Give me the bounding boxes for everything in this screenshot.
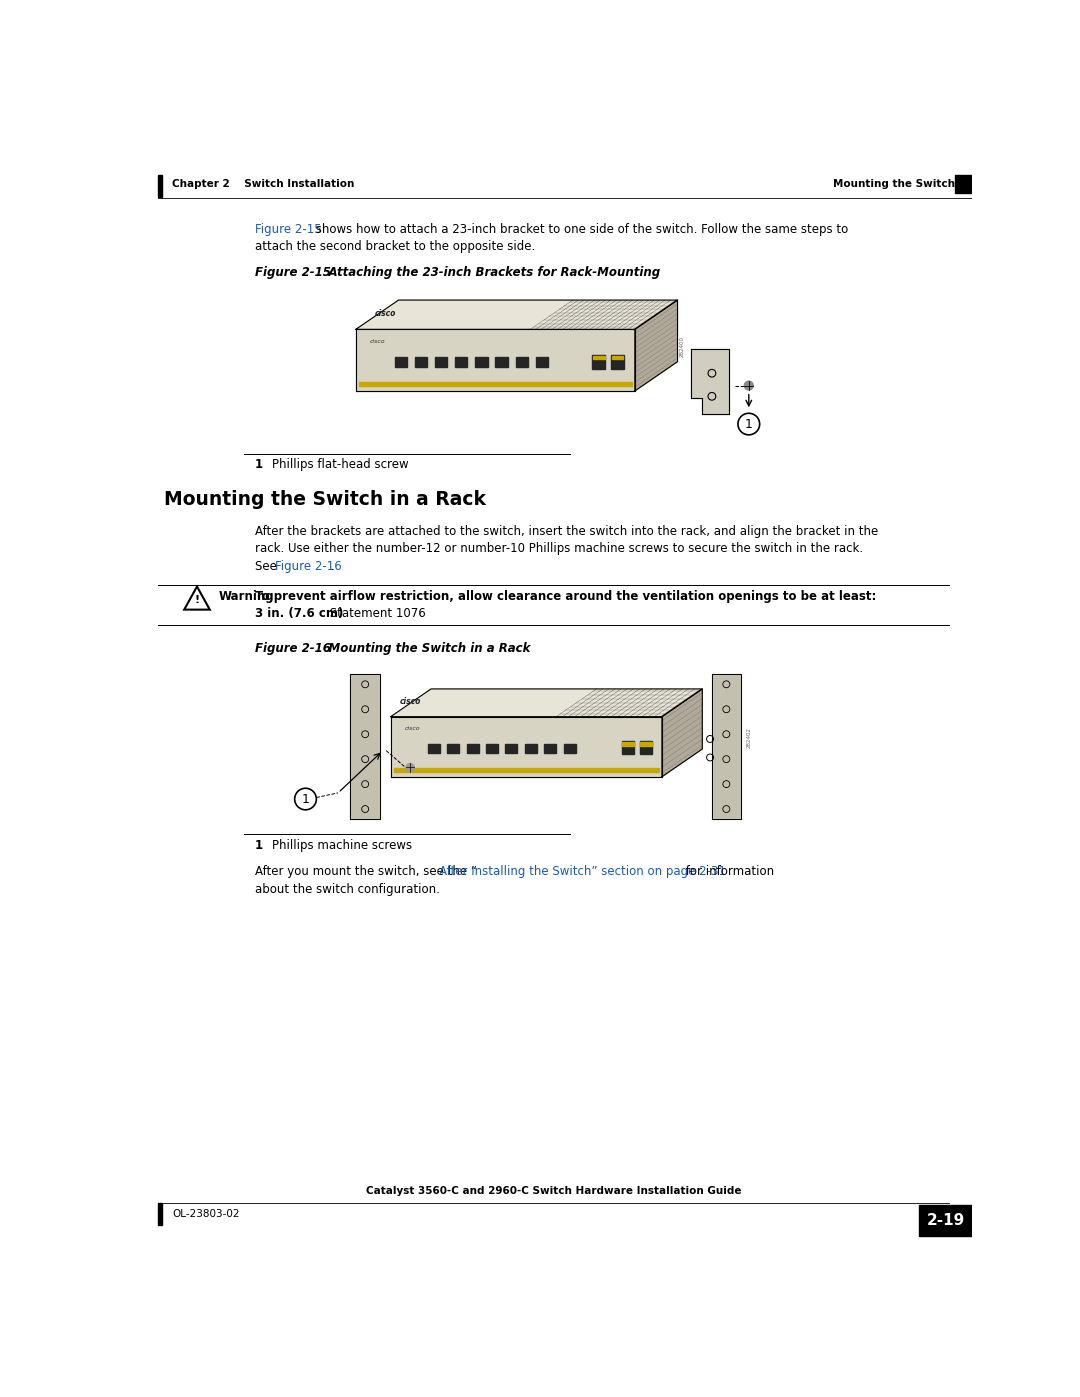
Bar [955,176,972,193]
Bar [159,176,162,197]
Bar [639,742,652,754]
Text: After the brackets are attached to the switch, insert the switch into the rack, : After the brackets are attached to the s… [255,525,878,538]
Text: 1: 1 [255,458,264,471]
Text: Figure 2-16: Figure 2-16 [275,560,342,573]
Text: 3 in. (7.6 cm): 3 in. (7.6 cm) [255,606,343,620]
Bar [359,383,632,387]
Text: for information: for information [681,865,773,879]
Bar [505,743,517,753]
Polygon shape [662,689,702,777]
Bar [394,358,407,367]
Bar [394,768,659,773]
Bar [622,742,634,754]
Text: 1: 1 [255,838,264,852]
Text: .: . [330,560,334,573]
Bar [455,358,468,367]
Text: cisco: cisco [375,309,395,317]
Bar [544,743,556,753]
Bar [515,358,528,367]
Text: After Installing the Switch” section on page 2-31: After Installing the Switch” section on … [438,865,726,879]
Text: Catalyst 3560-C and 2960-C Switch Hardware Installation Guide: Catalyst 3560-C and 2960-C Switch Hardwa… [366,1186,741,1196]
Bar [919,1204,972,1235]
Text: cisco: cisco [400,697,421,705]
Text: Mounting the Switch: Mounting the Switch [833,179,955,189]
Bar [350,675,380,819]
Bar [159,1203,162,1225]
Bar [435,358,447,367]
Text: Figure 2-15: Figure 2-15 [255,224,322,236]
Text: attach the second bracket to the opposite side.: attach the second bracket to the opposit… [255,240,536,253]
Bar [486,743,498,753]
Polygon shape [356,330,635,391]
Text: Figure 2-15: Figure 2-15 [255,267,330,279]
Text: rack. Use either the number-12 or number-10 Phillips machine screws to secure th: rack. Use either the number-12 or number… [255,542,863,555]
Text: Chapter 2    Switch Installation: Chapter 2 Switch Installation [172,179,354,189]
Bar [712,675,741,819]
Text: Attaching the 23-inch Brackets for Rack-Mounting: Attaching the 23-inch Brackets for Rack-… [312,267,660,279]
Bar [525,743,537,753]
Text: OL-23803-02: OL-23803-02 [172,1208,240,1220]
Text: about the switch configuration.: about the switch configuration. [255,883,440,895]
Bar [593,355,605,359]
Text: !: ! [194,595,200,605]
Circle shape [406,763,415,771]
Text: After you mount the switch, see the “: After you mount the switch, see the “ [255,865,477,879]
Text: Figure 2-16: Figure 2-16 [255,643,330,655]
Text: cisco: cisco [369,339,386,344]
Bar [622,742,634,746]
Text: shows how to attach a 23-inch bracket to one side of the switch. Follow the same: shows how to attach a 23-inch bracket to… [312,224,848,236]
Bar [564,743,576,753]
Bar [611,355,624,369]
Circle shape [744,381,754,390]
Text: Mounting the Switch in a Rack: Mounting the Switch in a Rack [312,643,530,655]
Bar [496,358,508,367]
Bar [475,358,488,367]
Text: Warning: Warning [218,590,274,602]
Bar [415,358,428,367]
Bar [428,743,440,753]
Polygon shape [391,717,662,777]
Text: 282400: 282400 [679,335,685,356]
Bar [592,355,606,369]
Text: 282402: 282402 [746,726,752,747]
Text: Phillips machine screws: Phillips machine screws [272,838,413,852]
Text: Phillips flat-head screw: Phillips flat-head screw [272,458,409,471]
Bar [467,743,478,753]
Text: Mounting the Switch in a Rack: Mounting the Switch in a Rack [164,489,486,509]
Polygon shape [635,300,677,391]
Text: Statement 1076: Statement 1076 [326,606,427,620]
Bar [611,355,623,359]
Polygon shape [691,349,729,414]
Polygon shape [356,300,677,330]
Text: cisco: cisco [405,725,420,731]
Text: 1: 1 [745,418,753,430]
Text: To prevent airflow restriction, allow clearance around the ventilation openings : To prevent airflow restriction, allow cl… [255,590,877,602]
Text: 1: 1 [301,792,310,806]
Polygon shape [391,689,702,717]
Bar [536,358,548,367]
Bar [447,743,459,753]
Text: 2-19: 2-19 [927,1213,964,1228]
Text: See: See [255,560,281,573]
Bar [640,742,651,746]
